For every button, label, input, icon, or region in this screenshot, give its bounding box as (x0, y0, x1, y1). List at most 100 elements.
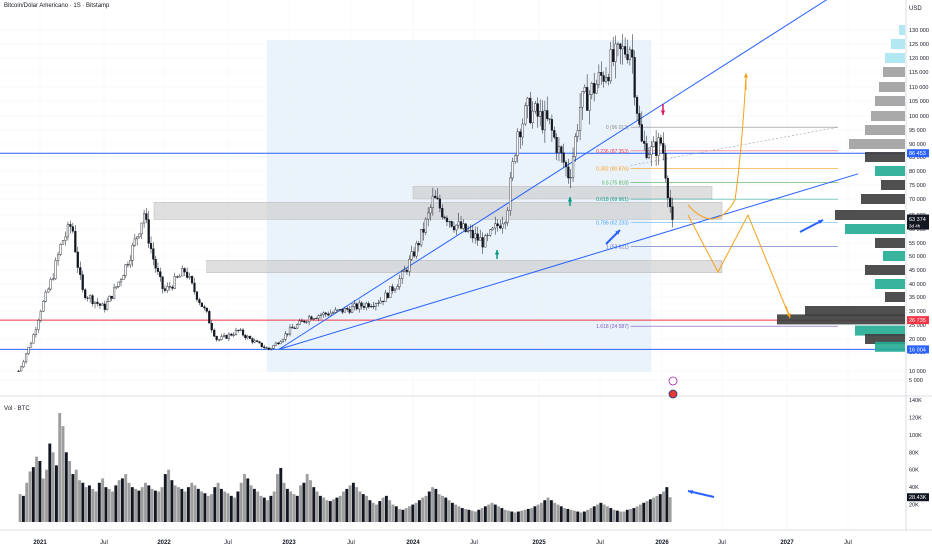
candle-up (604, 77, 608, 82)
volume-bar (609, 508, 613, 522)
volume-bar (130, 487, 134, 522)
volume-profile-bar (865, 334, 905, 344)
candle-down (163, 288, 167, 291)
volume-profile-bar (849, 139, 905, 149)
y-tick-label: 45 000 (909, 268, 926, 274)
candle-up (305, 321, 308, 323)
volume-bar (615, 510, 619, 522)
candle-up (516, 131, 519, 156)
candle-up (628, 49, 631, 61)
candle-down (643, 140, 646, 144)
volume-bar (384, 495, 388, 522)
candle-down (71, 226, 74, 232)
volume-bar (483, 506, 487, 522)
volume-bar (51, 452, 55, 522)
scenario-arrow-down-head (786, 313, 791, 318)
volume-bar (477, 509, 481, 522)
candle-down (626, 54, 629, 61)
candle-up (336, 309, 339, 311)
y-tick-label: 75 000 (909, 183, 926, 189)
volume-bar (371, 502, 375, 522)
candle-up (181, 268, 184, 277)
volume-bar (58, 413, 62, 522)
x-tick-label: 2021 (33, 540, 47, 546)
volume-bar (289, 491, 293, 522)
price-zone (153, 201, 723, 220)
candle-down (195, 291, 199, 300)
volume-bar (490, 502, 494, 522)
volume-bar (361, 494, 365, 522)
volume-bar (404, 508, 408, 522)
candle-up (581, 91, 584, 108)
candle-up (455, 224, 458, 231)
volume-bar (391, 504, 395, 522)
volume-bar (54, 465, 58, 522)
candle-up (524, 105, 527, 125)
y-tick-label: 80 000 (909, 169, 926, 175)
candle-down (193, 282, 196, 293)
volume-bar (335, 497, 339, 522)
candle-down (74, 231, 77, 253)
candle-down (553, 130, 556, 138)
candle-up (319, 314, 323, 316)
volume-bar (153, 490, 157, 522)
candle-down (213, 329, 216, 337)
volume-y-tick-label: 80K (909, 450, 919, 456)
volume-bar (81, 482, 85, 522)
volume-bar (114, 485, 118, 522)
candle-down (210, 322, 213, 331)
candle-down (98, 303, 102, 306)
candle-up (650, 146, 653, 155)
volume-bar (635, 506, 639, 522)
candle-up (431, 195, 434, 208)
volume-bar (309, 480, 312, 522)
last-price-label: 63 374 (909, 217, 926, 223)
candle-down (303, 320, 306, 323)
candle-down (417, 243, 420, 246)
volume-bar (652, 497, 656, 522)
candle-up (534, 103, 537, 112)
x-tick-label: 2024 (406, 540, 420, 546)
candle-down (91, 295, 94, 305)
candle-up (322, 312, 325, 316)
candle-up (389, 286, 392, 298)
candle-down (267, 347, 270, 350)
candle-up (173, 276, 176, 289)
candle-down (241, 329, 245, 336)
last-price-badge (907, 214, 929, 230)
volume-profile-bar (883, 67, 905, 77)
event-icon[interactable] (668, 376, 678, 386)
candle-up (370, 306, 373, 308)
candle-down (638, 113, 641, 125)
volume-bar (500, 508, 504, 522)
candle-up (93, 301, 97, 305)
candle-down (619, 43, 622, 50)
flag-icon[interactable] (668, 389, 678, 399)
candle-up (647, 154, 651, 159)
price-badge-label: 16 004 (909, 347, 926, 353)
candle-up (32, 334, 35, 344)
volume-bar (533, 506, 537, 522)
blue-arrow-head (688, 489, 693, 495)
currency-label: USD (909, 6, 922, 12)
y-tick-label: 105 000 (909, 99, 929, 105)
volume-bar (612, 509, 616, 522)
x-tick-label: Jul (347, 540, 355, 546)
candle-down (631, 49, 634, 58)
volume-profile-bar (879, 82, 905, 92)
volume-bar (35, 456, 39, 522)
candle-up (288, 326, 292, 335)
candle-up (616, 43, 620, 45)
candle-up (227, 333, 231, 339)
volume-bars (18, 413, 672, 522)
candle-down (348, 309, 351, 313)
candle-down (367, 303, 370, 308)
volume-bar (543, 500, 547, 522)
candle-down (190, 276, 194, 284)
x-tick-label: Jul (470, 540, 478, 546)
volume-bar (183, 491, 187, 522)
y-tick-label: 85 000 (909, 155, 926, 161)
candle-down (76, 251, 79, 268)
